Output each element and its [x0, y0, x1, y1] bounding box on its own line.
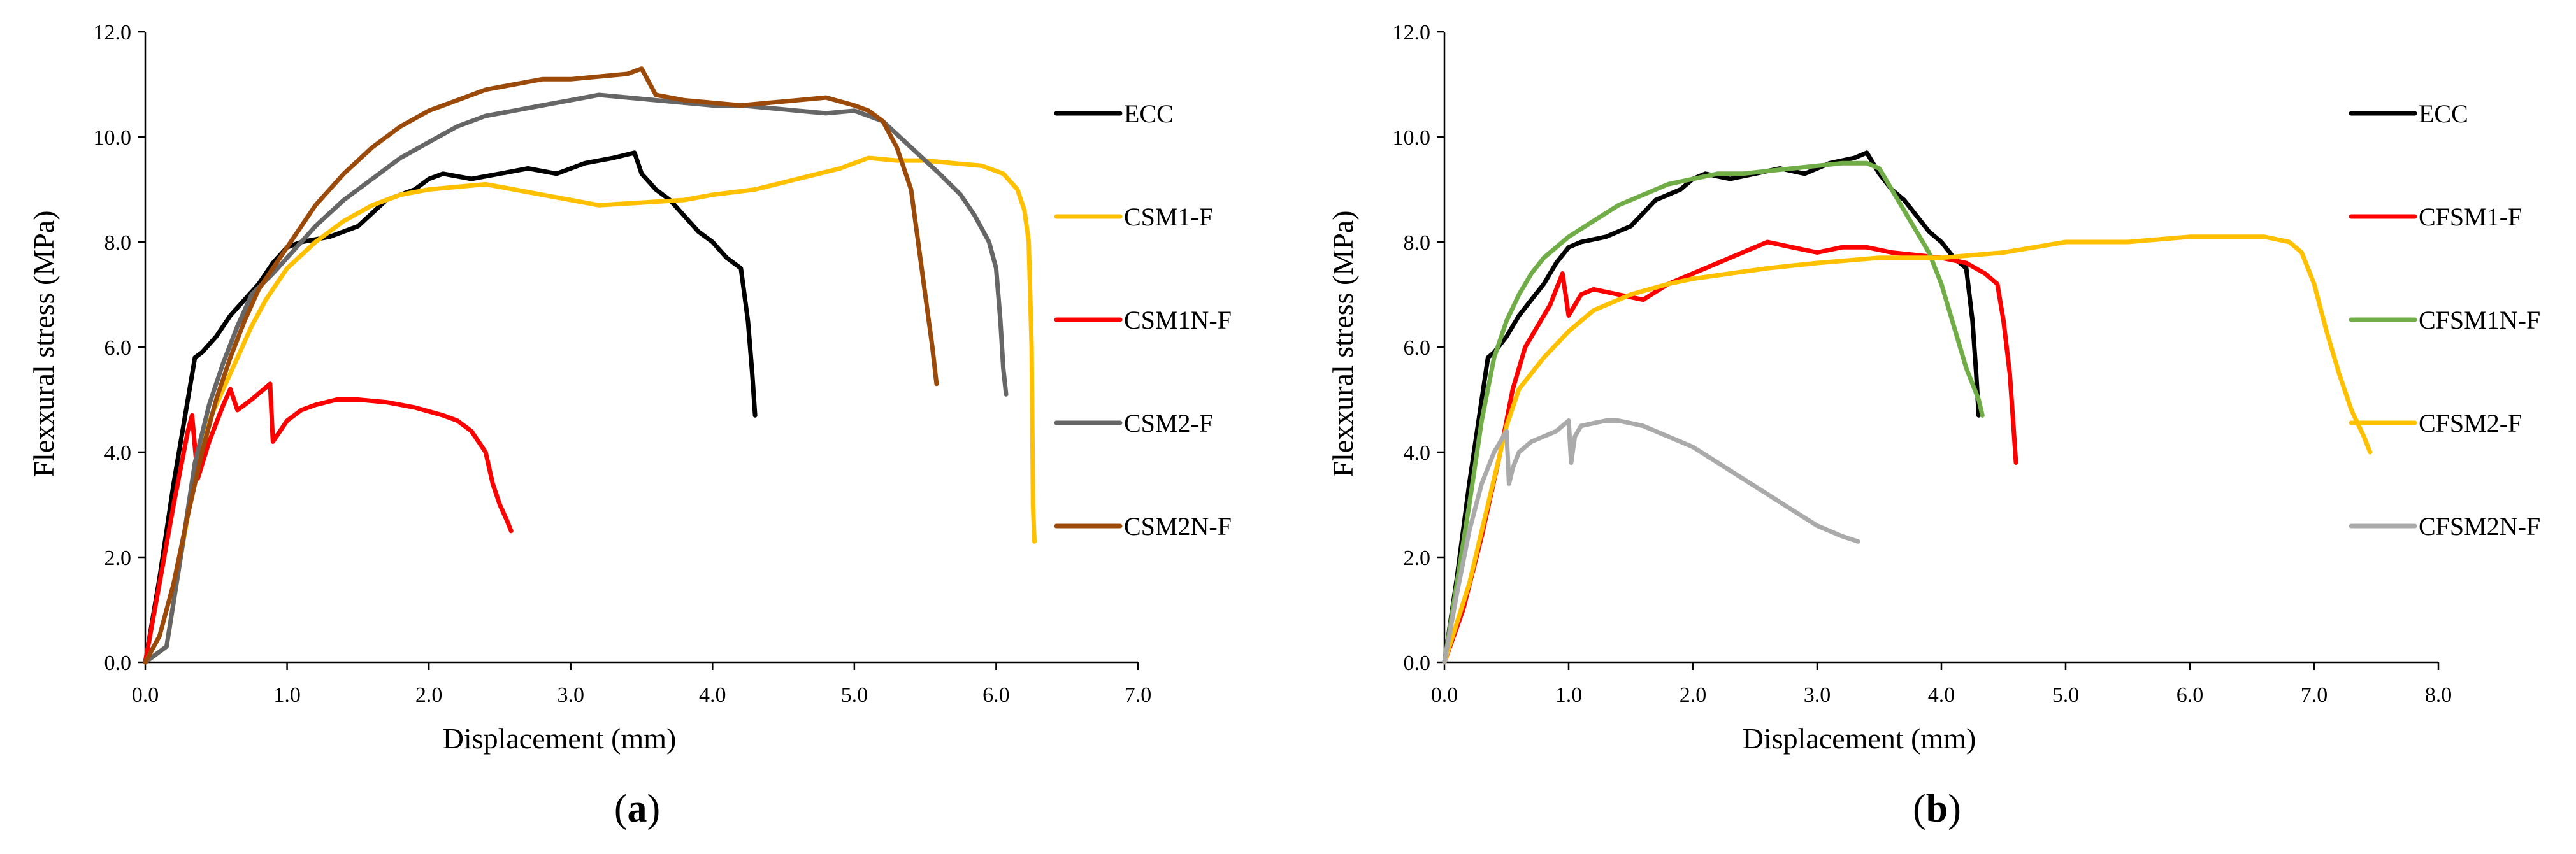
y-tick-label: 6.0 — [104, 336, 132, 360]
x-tick-label: 5.0 — [841, 683, 868, 707]
x-tick-label: 6.0 — [982, 683, 1010, 707]
x-tick-label: 7.0 — [2301, 683, 2328, 707]
series-line-cfsm2-f — [1442, 234, 2373, 665]
chart-a-y-axis-label: Flexxural stress (MPa) — [27, 210, 60, 477]
series-line-ecc — [1442, 150, 1981, 665]
x-tick-label: 4.0 — [1928, 683, 1955, 707]
x-tick-label: 2.0 — [1680, 683, 1707, 707]
y-tick-label: 2.0 — [104, 546, 132, 570]
series-line-ecc — [143, 150, 758, 665]
x-tick-label: 6.0 — [2177, 683, 2204, 707]
chart-b-x-axis-label: Displacement (mm) — [1743, 722, 1976, 755]
y-tick-label: 0.0 — [104, 651, 132, 675]
chart-a-tick-labels: 0.0 1.0 2.0 3.0 4.0 5.0 6.0 7.0 0.0 2.0 4.0 6.0 8.0 1… — [94, 21, 1152, 707]
legend-label-csm2-f: CSM2-F — [1124, 409, 1213, 438]
y-tick-label: 4.0 — [1404, 441, 1431, 465]
x-tick-label: 5.0 — [2052, 683, 2080, 707]
y-tick-label: 10.0 — [94, 126, 132, 150]
series-line-cfsm2n-f — [1442, 418, 1860, 665]
series-line-csm2n-f — [143, 66, 939, 665]
x-tick-label: 4.0 — [699, 683, 726, 707]
chart-b-legend: ECC CFSM1-F CFSM1N-F CFSM2-F CFSM2N-F — [2349, 99, 2540, 541]
series-line-cfsm1-f — [1442, 239, 2018, 665]
y-tick-label: 4.0 — [104, 441, 132, 465]
legend-label-cfsm1n-f: CFSM1N-F — [2419, 306, 2540, 334]
chart-a-x-axis-label: Displacement (mm) — [443, 722, 677, 755]
legend-label-cfsm2-f: CFSM2-F — [2419, 409, 2522, 438]
series-line-csm1n-f — [143, 381, 514, 665]
chart-b-axes — [1437, 31, 2440, 670]
legend-label-cfsm2n-f: CFSM2N-F — [2419, 512, 2540, 541]
y-tick-label: 10.0 — [1393, 126, 1431, 150]
x-tick-label: 1.0 — [1555, 683, 1583, 707]
y-tick-label: 0.0 — [1404, 651, 1431, 675]
chart-a: 0.0 1.0 2.0 3.0 4.0 5.0 6.0 7.0 0.0 2.0 4.0 6.0 8.0 1… — [27, 21, 1232, 830]
y-tick-label: 12.0 — [94, 21, 132, 45]
chart-a-legend: ECC CSM1-F CSM1N-F CSM2-F CSM2N-F — [1054, 99, 1232, 541]
legend-label-csm2n-f: CSM2N-F — [1124, 512, 1232, 541]
series-line-csm2-f — [143, 92, 1009, 665]
x-tick-label: 8.0 — [2425, 683, 2452, 707]
x-tick-label: 3.0 — [557, 683, 584, 707]
legend-label-ecc: ECC — [2419, 99, 2468, 128]
x-tick-label: 3.0 — [1804, 683, 1831, 707]
x-tick-label: 7.0 — [1125, 683, 1152, 707]
chart-a-series — [143, 66, 1037, 665]
y-tick-label: 2.0 — [1404, 546, 1431, 570]
x-tick-label: 1.0 — [273, 683, 301, 707]
x-tick-label: 0.0 — [1431, 683, 1458, 707]
chart-b-tick-labels: 0.0 1.0 2.0 3.0 4.0 5.0 6.0 7.0 8.0 0.0 2.0 4.0 6.0 8… — [1393, 21, 2452, 707]
x-tick-label: 0.0 — [132, 683, 159, 707]
legend-label-csm1n-f: CSM1N-F — [1124, 306, 1232, 334]
y-tick-label: 8.0 — [1404, 231, 1431, 255]
y-tick-label: 6.0 — [1404, 336, 1431, 360]
y-tick-label: 8.0 — [104, 231, 132, 255]
x-tick-label: 2.0 — [415, 683, 443, 707]
chart-a-panel-label: (a) — [614, 787, 660, 830]
y-tick-label: 12.0 — [1393, 21, 1431, 45]
chart-a-axes — [138, 31, 1139, 670]
legend-label-csm1-f: CSM1-F — [1124, 203, 1213, 231]
chart-b: 0.0 1.0 2.0 3.0 4.0 5.0 6.0 7.0 8.0 0.0 2.0 4.0 6.0 8… — [1327, 21, 2540, 830]
chart-b-panel-label: (b) — [1913, 787, 1961, 830]
legend-label-cfsm1-f: CFSM1-F — [2419, 203, 2522, 231]
chart-b-series — [1442, 150, 2373, 665]
series-line-cfsm1n-f — [1442, 160, 1985, 665]
legend-label-ecc: ECC — [1124, 99, 1174, 128]
chart-b-y-axis-label: Flexxural stress (MPa) — [1327, 210, 1359, 477]
series-line-csm1-f — [143, 155, 1037, 665]
